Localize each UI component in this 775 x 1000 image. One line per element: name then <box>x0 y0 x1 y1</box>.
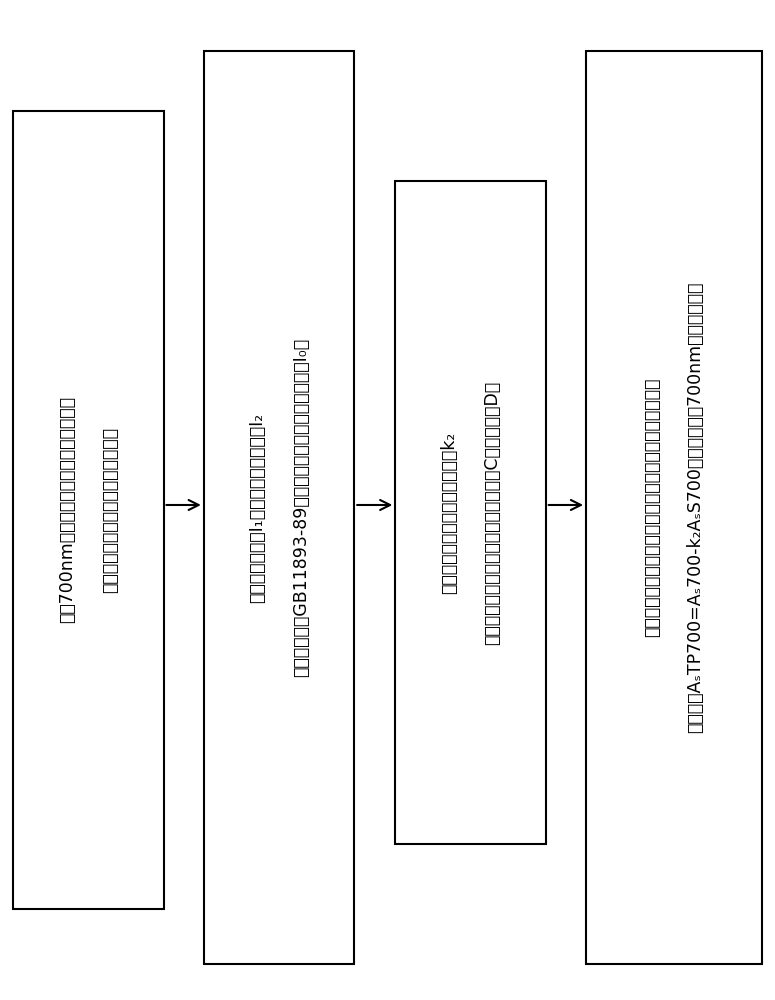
Text: 待测水样按照GB11893-89方法消解，测定显色前水样光强I₀，: 待测水样按照GB11893-89方法消解，测定显色前水样光强I₀， <box>291 338 310 677</box>
Bar <box>586 51 762 964</box>
Text: 测试700nm处吸光度建立总磷标准工作曲线: 测试700nm处吸光度建立总磷标准工作曲线 <box>57 396 76 623</box>
Text: 依据各自权重相加得出校正系数k₂: 依据各自权重相加得出校正系数k₂ <box>440 431 458 594</box>
Bar <box>13 111 164 909</box>
Bar <box>204 51 354 964</box>
Text: 显色后水样光强I₁，同时记录纯水光强I₂: 显色后水样光强I₁，同时记录纯水光强I₂ <box>248 412 267 603</box>
Text: 计算待测水样在检测过程中的稀释倍数C与浊度基数D，: 计算待测水样在检测过程中的稀释倍数C与浊度基数D， <box>483 380 501 645</box>
Bar <box>395 181 546 844</box>
Text: 代入公式AₛTP700=Aₛ700-k₂AₛS700，计算校正后700nm处由总磷贡献: 代入公式AₛTP700=Aₛ700-k₂AₛS700，计算校正后700nm处由总… <box>687 282 704 733</box>
Text: 配制一系列不同总磷浓度标准溶液，: 配制一系列不同总磷浓度标准溶液， <box>101 427 119 593</box>
Text: 的吸光度，并于总磷标准工作曲线中求出对应的总磷浓度: 的吸光度，并于总磷标准工作曲线中求出对应的总磷浓度 <box>643 378 661 637</box>
